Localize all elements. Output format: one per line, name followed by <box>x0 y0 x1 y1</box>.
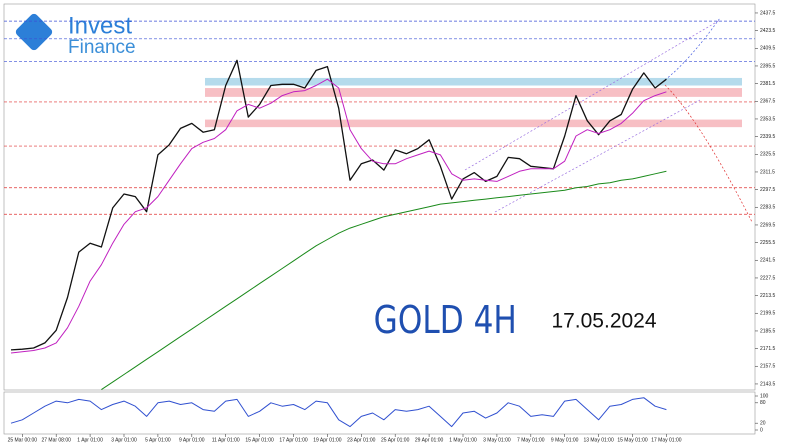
y-tick-label: 2157.5 <box>760 364 776 370</box>
y-tick-label: 2227.5 <box>760 275 776 281</box>
x-tick-label: 29 Apr 01:00 <box>415 437 444 443</box>
series-line <box>10 397 667 428</box>
x-tick-label: 15 Apr 01:00 <box>245 437 274 443</box>
logo-icon <box>15 13 53 51</box>
y-tick-label: 2423.5 <box>760 28 776 34</box>
x-tick-label: 7 May 01:00 <box>517 437 545 443</box>
y-tick-label: 2395.5 <box>760 63 776 69</box>
y-tick-label: 2297.5 <box>760 187 776 193</box>
y-tick-label: 2409.5 <box>760 46 776 52</box>
y-tick-label: 20 <box>760 421 766 427</box>
y-tick-label: 2171.5 <box>760 346 776 352</box>
logo-text: Invest <box>68 12 132 39</box>
chart-subtitle: 17.05.2024 <box>551 310 656 333</box>
series-line <box>101 170 667 391</box>
x-tick-label: 1 Apr 01:00 <box>77 437 103 443</box>
y-tick-label: 2199.5 <box>760 311 776 317</box>
x-tick-label: 15 May 01:00 <box>617 437 648 443</box>
x-tick-label: 3 Apr 01:00 <box>111 437 137 443</box>
x-tick-label: 17 May 01:00 <box>651 437 682 443</box>
y-tick-label: 2185.5 <box>760 328 776 334</box>
y-tick-label: 2241.5 <box>760 258 776 264</box>
zone-band <box>205 88 742 97</box>
x-tick-label: 25 Mar 00:00 <box>8 437 38 443</box>
x-tick-label: 5 Apr 01:00 <box>145 437 171 443</box>
x-tick-label: 13 May 01:00 <box>583 437 614 443</box>
x-tick-label: 3 May 01:00 <box>483 437 511 443</box>
x-tick-label: 9 May 01:00 <box>551 437 579 443</box>
y-tick-label: 80 <box>760 400 766 406</box>
zone-band <box>205 119 742 128</box>
x-tick-label: 25 Apr 01:00 <box>381 437 410 443</box>
y-tick-label: 2339.5 <box>760 134 776 140</box>
x-tick-label: 27 Mar 08:00 <box>41 437 71 443</box>
logo: Invest Finance <box>15 12 136 58</box>
channel-line <box>464 19 721 171</box>
y-tick-label: 100 <box>760 393 769 399</box>
main-frame <box>3 3 756 391</box>
x-tick-label: 9 Apr 01:00 <box>179 437 205 443</box>
y-tick-label: 2353.5 <box>760 116 776 122</box>
channel-line <box>494 99 701 213</box>
y-tick-label: 2367.5 <box>760 99 776 105</box>
x-tick-label: 17 Apr 01:00 <box>279 437 308 443</box>
projection <box>464 17 753 223</box>
y-tick-label: 2283.5 <box>760 205 776 211</box>
y-tick-label: 2143.5 <box>760 381 776 387</box>
y-tick-label: 0 <box>760 427 763 433</box>
y-tick-label: 2311.5 <box>760 169 775 175</box>
y-tick-label: 2325.5 <box>760 152 776 158</box>
zone-band <box>205 77 742 86</box>
series-line <box>10 59 667 351</box>
y-tick-label: 2255.5 <box>760 240 776 246</box>
x-tick-label: 1 May 01:00 <box>449 437 477 443</box>
x-tick-label: 19 Apr 01:00 <box>313 437 342 443</box>
chart-title: GOLD 4H <box>374 299 517 343</box>
y-tick-label: 2213.5 <box>760 293 776 299</box>
y-tick-label: 2437.5 <box>760 10 776 16</box>
sub-frame <box>3 391 756 435</box>
series-line <box>10 78 667 354</box>
logo-text: Finance <box>68 37 136 58</box>
x-tick-label: 23 Apr 01:00 <box>347 437 376 443</box>
y-tick-label: 2381.5 <box>760 81 776 87</box>
y-tick-label: 2269.5 <box>760 222 776 228</box>
projection-path <box>664 84 753 223</box>
projection-path <box>664 17 721 81</box>
x-tick-label: 11 Apr 01:00 <box>212 437 240 443</box>
